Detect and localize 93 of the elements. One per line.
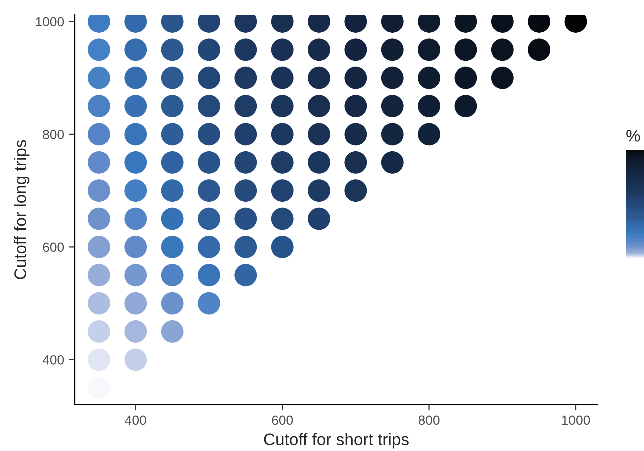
point bbox=[234, 66, 258, 90]
point bbox=[88, 151, 110, 174]
point bbox=[161, 264, 184, 287]
point bbox=[308, 151, 330, 174]
point bbox=[124, 180, 148, 202]
point bbox=[381, 38, 404, 62]
point bbox=[271, 208, 294, 230]
x-tick-label: 800 bbox=[418, 416, 440, 426]
point bbox=[198, 95, 220, 118]
y-tick-label: 1000 bbox=[36, 17, 64, 27]
point bbox=[124, 236, 148, 258]
point bbox=[88, 292, 110, 315]
point bbox=[344, 38, 368, 62]
point bbox=[234, 236, 258, 258]
point bbox=[308, 66, 330, 90]
point bbox=[124, 151, 148, 174]
point bbox=[271, 236, 294, 258]
point bbox=[491, 66, 514, 90]
point bbox=[271, 38, 294, 62]
point bbox=[124, 320, 148, 343]
point bbox=[124, 66, 148, 90]
point bbox=[124, 95, 148, 118]
point bbox=[381, 95, 404, 118]
x-tick-label: 400 bbox=[125, 416, 146, 426]
point bbox=[161, 95, 184, 118]
y-tick-label: 600 bbox=[43, 242, 64, 252]
point bbox=[88, 348, 110, 372]
point bbox=[198, 66, 220, 90]
point bbox=[234, 123, 258, 146]
point bbox=[528, 38, 551, 62]
point bbox=[344, 95, 368, 118]
point bbox=[161, 208, 184, 230]
point bbox=[344, 66, 368, 90]
point bbox=[88, 38, 110, 62]
point bbox=[88, 66, 110, 90]
point bbox=[161, 123, 184, 146]
point bbox=[161, 292, 184, 315]
point bbox=[198, 208, 220, 230]
point bbox=[344, 151, 368, 174]
point bbox=[454, 66, 478, 90]
point bbox=[234, 151, 258, 174]
point bbox=[271, 95, 294, 118]
point bbox=[381, 151, 404, 174]
point bbox=[344, 123, 368, 146]
point bbox=[124, 38, 148, 62]
point bbox=[124, 264, 148, 287]
point bbox=[198, 38, 220, 62]
point bbox=[344, 180, 368, 202]
point bbox=[161, 38, 184, 62]
point bbox=[308, 95, 330, 118]
point bbox=[161, 180, 184, 202]
point bbox=[161, 151, 184, 174]
point bbox=[234, 95, 258, 118]
point bbox=[234, 264, 258, 287]
point bbox=[88, 208, 110, 230]
point bbox=[308, 38, 330, 62]
point bbox=[454, 38, 478, 62]
point bbox=[308, 208, 330, 230]
point bbox=[271, 66, 294, 90]
point bbox=[418, 66, 440, 90]
color-bar-title: % bbox=[626, 130, 640, 142]
point bbox=[198, 123, 220, 146]
x-axis-title: Cutoff for short trips bbox=[264, 433, 409, 449]
point bbox=[308, 180, 330, 202]
point bbox=[418, 123, 440, 146]
point bbox=[161, 236, 184, 258]
point bbox=[418, 95, 440, 118]
point bbox=[308, 123, 330, 146]
point bbox=[161, 66, 184, 90]
point bbox=[454, 95, 478, 118]
point bbox=[198, 236, 220, 258]
point bbox=[124, 292, 148, 315]
point bbox=[198, 292, 220, 315]
point bbox=[234, 180, 258, 202]
point bbox=[381, 123, 404, 146]
point bbox=[198, 180, 220, 202]
point bbox=[271, 180, 294, 202]
point bbox=[234, 208, 258, 230]
point bbox=[161, 320, 184, 343]
x-tick-label: 600 bbox=[272, 416, 294, 426]
y-tick-label: 400 bbox=[42, 355, 64, 365]
point bbox=[88, 95, 110, 118]
point bbox=[271, 151, 294, 174]
point bbox=[88, 264, 110, 287]
y-tick-label: 800 bbox=[43, 130, 64, 140]
point bbox=[88, 180, 110, 202]
point bbox=[381, 66, 404, 90]
point bbox=[88, 236, 110, 258]
x-tick-label: 1000 bbox=[562, 416, 590, 426]
y-axis-title: Cutoff for long trips bbox=[14, 140, 30, 280]
point bbox=[491, 38, 514, 62]
point bbox=[198, 151, 220, 174]
point bbox=[418, 38, 440, 62]
